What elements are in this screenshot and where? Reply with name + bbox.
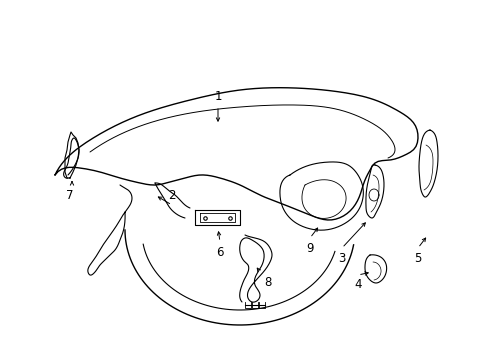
- Text: 6: 6: [216, 246, 224, 258]
- Text: 4: 4: [353, 279, 361, 292]
- Text: 3: 3: [338, 252, 345, 265]
- Text: 2: 2: [168, 189, 175, 202]
- Text: 5: 5: [413, 252, 421, 265]
- Text: 9: 9: [305, 242, 313, 255]
- Text: 1: 1: [214, 90, 221, 103]
- Text: 7: 7: [66, 189, 74, 202]
- Text: 8: 8: [264, 275, 271, 288]
